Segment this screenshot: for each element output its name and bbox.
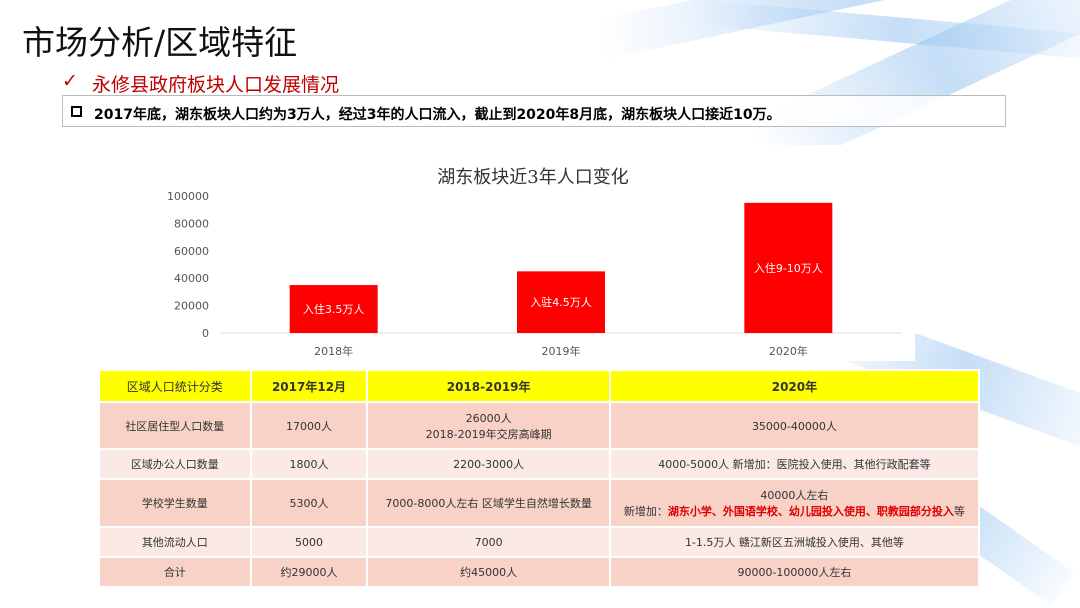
table-cell: 社区居住型人口数量: [98, 401, 252, 450]
chart-svg: 湖东板块近3年人口变化 0 20000 40000 60000 80000 100000 入住…: [167, 167, 902, 358]
x-tick-label: 2018年: [314, 344, 353, 358]
y-tick-label: 20000: [174, 300, 209, 313]
bar-data-label: 入驻4.5万人: [530, 295, 592, 309]
cell-prefix: 新增加：: [623, 505, 668, 518]
table-cell: 40000人左右 新增加：湖东小学、外国语学校、幼儿园投入使用、职教园部分投入等: [608, 478, 981, 528]
y-tick-label: 80000: [174, 217, 209, 230]
table-row: 合计 约29000人 约45000人 90000-100000人左右: [98, 556, 981, 588]
table-row: 社区居住型人口数量 17000人 26000人 2018-2019年交房高峰期 3…: [98, 401, 981, 450]
bar: [289, 285, 378, 333]
table-cell: 1-1.5万人 赣江新区五洲城投入使用、其他等: [608, 526, 981, 558]
population-table: 区域人口统计分类 2017年12月 2018-2019年 2020年 社区居住型…: [98, 369, 981, 588]
header-cell: 区域人口统计分类: [98, 369, 252, 403]
table-cell: 5000: [249, 526, 369, 558]
bar: [517, 271, 605, 333]
header-cell: 2020年: [608, 369, 981, 403]
table-row: 学校学生数量 5300人 7000-8000人左右 区域学生自然增长数量 400…: [98, 478, 981, 528]
bar-data-label: 入住3.5万人: [303, 302, 365, 316]
table-cell: 合计: [98, 556, 252, 588]
header-cell: 2018-2019年: [366, 369, 611, 403]
summary-box: 2017年底，湖东板块人口约为3万人，经过3年的人口流入，截止到2020年8月底…: [62, 95, 1006, 127]
cell-line: 26000人: [465, 411, 512, 425]
table-header-row: 区域人口统计分类 2017年12月 2018-2019年 2020年: [98, 369, 981, 403]
table-cell: 90000-100000人左右: [608, 556, 981, 588]
y-tick-label: 100000: [167, 190, 209, 203]
cell-suffix: 等: [953, 505, 965, 518]
y-tick-label: 60000: [174, 245, 209, 258]
table-row: 区域办公人口数量 1800人 2200-3000人 4000-5000人 新增加…: [98, 448, 981, 480]
table-cell: 1800人: [249, 448, 369, 480]
table-cell: 区域办公人口数量: [98, 448, 252, 480]
table-cell: 17000人: [249, 401, 369, 450]
bar-data-label: 入住9-10万人: [754, 261, 823, 275]
square-bullet-icon: [71, 105, 82, 117]
table-cell: 35000-40000人: [608, 401, 981, 450]
table-cell: 5300人: [249, 478, 369, 528]
cell-line: 2018-2019年交房高峰期: [425, 427, 552, 441]
slide-subtitle: 永修县政府板块人口发展情况: [92, 74, 340, 96]
cell-line: 新增加：湖东小学、外国语学校、幼儿园投入使用、职教园部分投入等: [611, 503, 978, 519]
slide-title: 市场分析/区域特征: [22, 23, 298, 62]
table-cell: 学校学生数量: [98, 478, 252, 528]
population-chart: 湖东板块近3年人口变化 0 20000 40000 60000 80000 100000 入住…: [152, 145, 915, 361]
table-cell: 2200-3000人: [366, 448, 611, 480]
cell-line: 40000人左右: [760, 489, 829, 502]
table-cell: 约29000人: [249, 556, 369, 588]
y-tick-label: 0: [202, 327, 209, 340]
table-cell: 约45000人: [366, 556, 611, 588]
table-cell: 其他流动人口: [98, 526, 252, 558]
chart-title: 湖东板块近3年人口变化: [437, 167, 628, 188]
checkmark-icon: ✓: [62, 70, 78, 92]
table-cell: 4000-5000人 新增加：医院投入使用、其他行政配套等: [608, 448, 981, 480]
highlight-text: 湖东小学、外国语学校、幼儿园投入使用、职教园部分投入: [667, 505, 954, 518]
table-cell: 26000人 2018-2019年交房高峰期: [366, 401, 611, 450]
x-tick-label: 2020年: [769, 344, 808, 358]
x-tick-label: 2019年: [542, 344, 581, 358]
y-tick-label: 40000: [174, 272, 209, 285]
table-cell: 7000-8000人左右 区域学生自然增长数量: [366, 478, 611, 528]
summary-text: 2017年底，湖东板块人口约为3万人，经过3年的人口流入，截止到2020年8月底…: [94, 107, 781, 123]
table-cell: 7000: [366, 526, 611, 558]
table-row: 其他流动人口 5000 7000 1-1.5万人 赣江新区五洲城投入使用、其他等: [98, 526, 981, 558]
header-cell: 2017年12月: [249, 369, 369, 403]
bar: [744, 202, 833, 333]
